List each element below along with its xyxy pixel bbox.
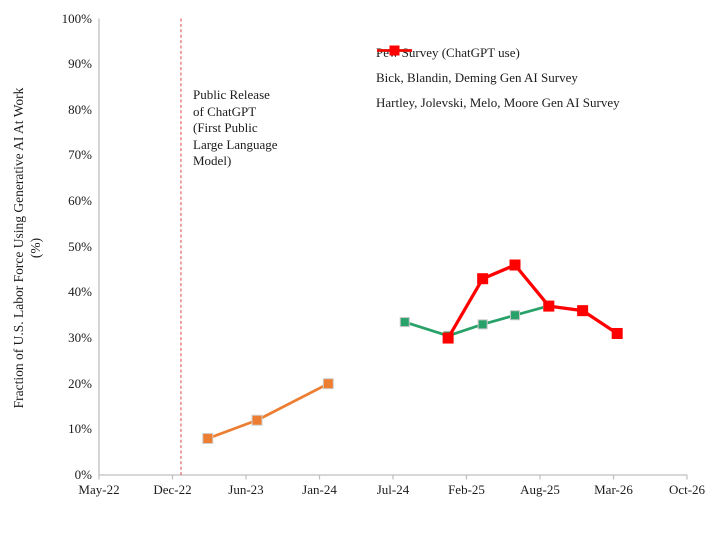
legend: Pew Survey (ChatGPT use) Bick, Blandin, D…	[376, 44, 620, 112]
data-point-marker	[202, 432, 214, 444]
x-tick-label: Dec-22	[153, 482, 192, 497]
data-point-marker	[510, 310, 521, 321]
x-tick-label: Feb-25	[448, 482, 485, 497]
series-line	[446, 263, 619, 340]
y-tick-label: 30%	[68, 330, 92, 346]
y-tick-label: 20%	[68, 375, 92, 391]
data-point-marker	[543, 300, 555, 312]
y-axis-title-text: Fraction of U.S. Labor Force Using Gener…	[11, 87, 26, 409]
data-point-marker	[399, 317, 410, 328]
y-tick-label: 40%	[68, 284, 92, 300]
x-tick-label: Jan-24	[302, 482, 337, 497]
data-point-marker	[442, 332, 454, 344]
data-point-marker	[577, 305, 589, 317]
x-tick-label: Jul-24	[376, 482, 410, 497]
y-axis-title: Fraction of U.S. Labor Force Using Gener…	[10, 13, 44, 483]
data-point-marker	[251, 414, 263, 426]
x-tick-label: Mar-26	[594, 482, 633, 497]
y-tick-label: 70%	[68, 147, 92, 163]
x-tick-label: May-22	[78, 482, 120, 497]
series-line	[206, 382, 330, 440]
data-point-marker	[322, 378, 334, 390]
data-point-marker	[509, 259, 521, 271]
x-tick-label: Oct-26	[668, 482, 706, 497]
x-tick-label: Jun-23	[228, 482, 264, 497]
chatgpt-release-annotation: Public Release of ChatGPT (First Public …	[193, 87, 278, 168]
y-tick-label: 90%	[68, 56, 92, 72]
legend-label: Pew Survey (ChatGPT use)	[376, 45, 520, 60]
y-tick-label: 10%	[68, 421, 92, 437]
legend-label: Hartley, Jolevski, Melo, Moore Gen AI Su…	[376, 95, 620, 110]
y-tick-label: 50%	[68, 238, 92, 254]
y-tick-label: 60%	[68, 193, 92, 209]
legend-label: Bick, Blandin, Deming Gen AI Survey	[376, 70, 578, 85]
y-tick-label: 100%	[61, 10, 92, 26]
data-point-marker	[477, 273, 489, 285]
legend-item: Bick, Blandin, Deming Gen AI Survey	[376, 45, 620, 87]
legend-line-marker-icon	[377, 45, 412, 56]
data-point-marker	[477, 319, 488, 330]
y-tick-label: 80%	[68, 101, 92, 117]
data-point-marker	[611, 327, 623, 339]
y-tick-label: 0%	[74, 467, 92, 482]
x-tick-label: Aug-25	[520, 482, 560, 497]
legend-item: Hartley, Jolevski, Melo, Moore Gen AI Su…	[376, 45, 620, 112]
series-line	[403, 304, 550, 338]
